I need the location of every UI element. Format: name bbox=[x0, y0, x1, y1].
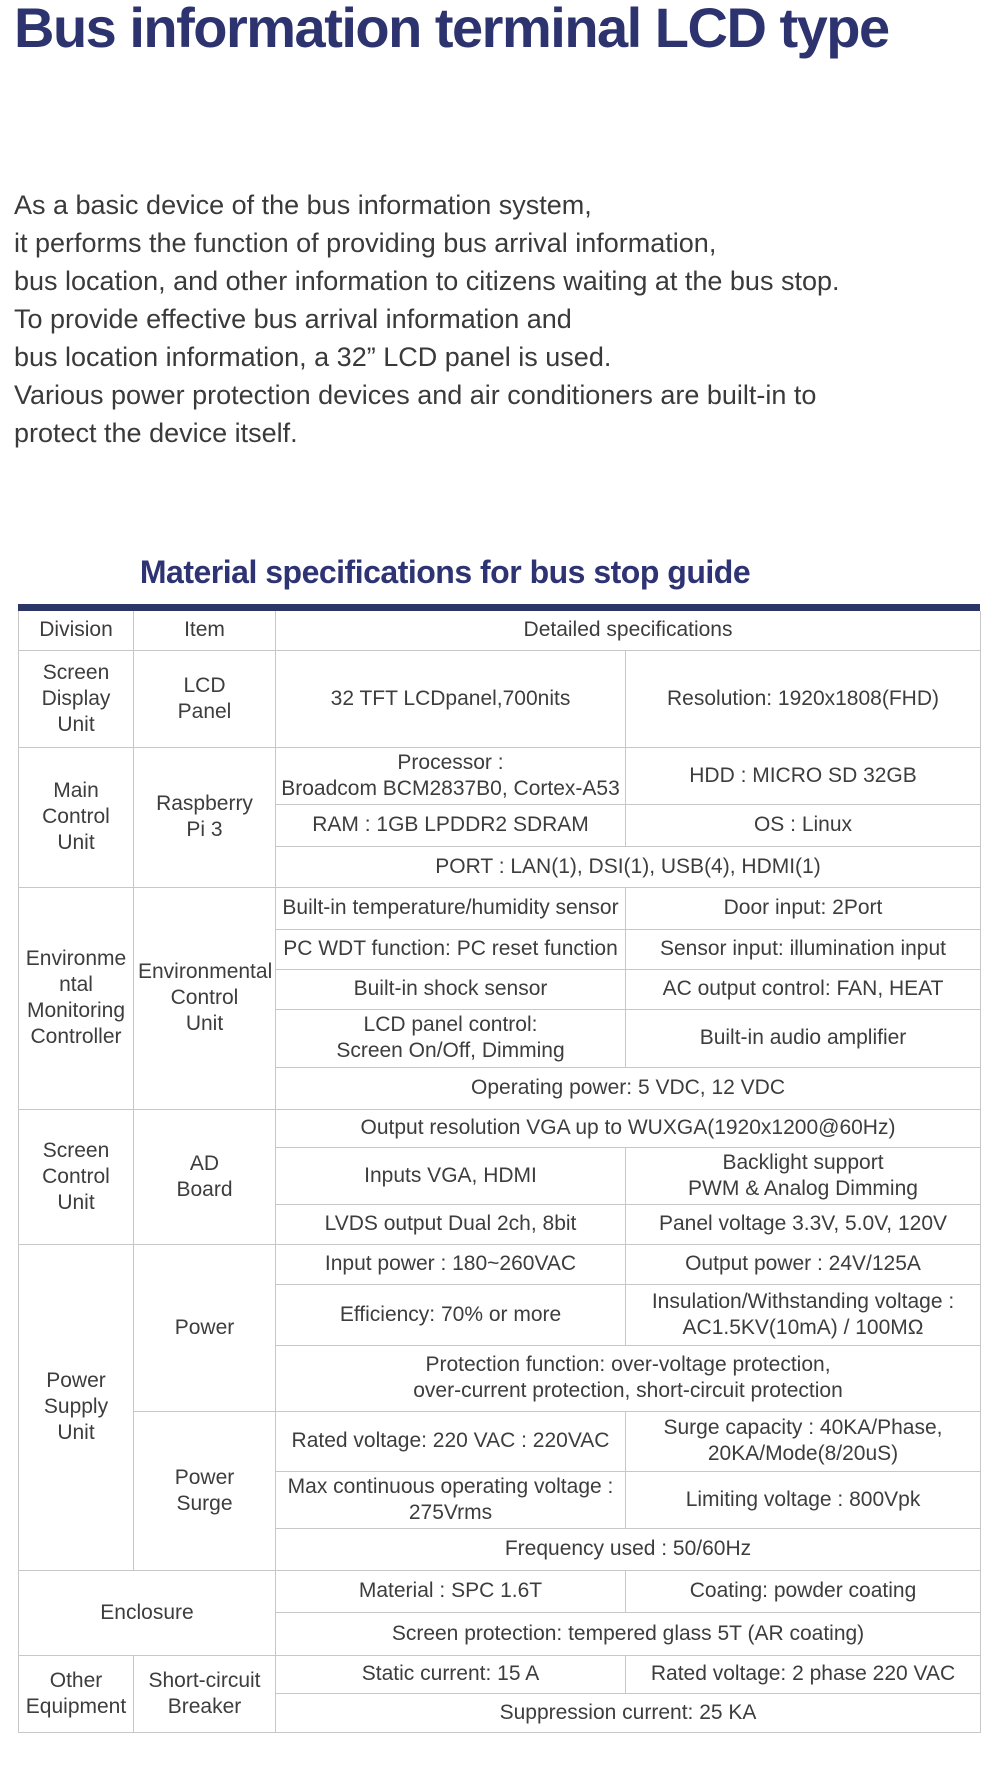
cell-division: Screen Display Unit bbox=[18, 649, 134, 748]
cell-spec-full: Operating power: 5 VDC, 12 VDC bbox=[274, 1066, 982, 1110]
cell-spec-left: Built-in temperature/humidity sensor bbox=[275, 886, 626, 930]
cell-spec-left: Static current: 15 A bbox=[275, 1654, 626, 1694]
cell-division: Power Supply Unit bbox=[18, 1243, 134, 1571]
cell-spec-left: LVDS output Dual 2ch, 8bit bbox=[275, 1203, 626, 1245]
cell-spec-left: Inputs VGA, HDMI bbox=[275, 1146, 626, 1205]
cell-item: AD Board bbox=[133, 1108, 276, 1245]
cell-item: Raspberry Pi 3 bbox=[133, 746, 276, 888]
cell-spec-left: RAM : 1GB LPDDR2 SDRAM bbox=[275, 803, 626, 847]
cell-item: Environmental Control Unit bbox=[133, 886, 276, 1110]
cell-item: Power Surge bbox=[133, 1410, 276, 1571]
cell-spec-left: Built-in shock sensor bbox=[275, 968, 626, 1010]
cell-division: Other Equipment bbox=[18, 1654, 134, 1733]
cell-spec-right: Resolution: 1920x1808(FHD) bbox=[624, 649, 982, 748]
section-heading-wrap: Material specifications for bus stop gui… bbox=[0, 551, 890, 593]
cell-spec-right: AC output control: FAN, HEAT bbox=[624, 968, 982, 1010]
cell-item: Short-circuit Breaker bbox=[133, 1654, 276, 1733]
header-item: Item bbox=[133, 611, 276, 651]
cell-spec-right: Coating: powder coating bbox=[624, 1569, 982, 1613]
section-heading: Material specifications for bus stop gui… bbox=[139, 554, 751, 590]
intro-line: protect the device itself. bbox=[14, 418, 298, 448]
cell-spec-left: 32 TFT LCDpanel,700nits bbox=[275, 649, 626, 748]
cell-spec-right: Backlight support PWM & Analog Dimming bbox=[624, 1146, 982, 1205]
intro-line: bus location information, a 32” LCD pane… bbox=[14, 342, 612, 372]
intro-line: To provide effective bus arrival informa… bbox=[14, 304, 572, 334]
intro-line: As a basic device of the bus information… bbox=[14, 190, 592, 220]
intro-paragraph: As a basic device of the bus information… bbox=[0, 186, 1000, 452]
cell-spec-right: Panel voltage 3.3V, 5.0V, 120V bbox=[624, 1203, 982, 1245]
cell-division-item-merged: Enclosure bbox=[18, 1569, 276, 1656]
cell-spec-left: Max continuous operating voltage : 275Vr… bbox=[275, 1470, 626, 1529]
cell-spec-left: Material : SPC 1.6T bbox=[275, 1569, 626, 1613]
cell-spec-right: Insulation/Withstanding voltage : AC1.5K… bbox=[624, 1283, 982, 1346]
cell-spec-right: Surge capacity : 40KA/Phase, 20KA/Mode(8… bbox=[624, 1410, 982, 1472]
cell-item: LCD Panel bbox=[133, 649, 276, 748]
header-specs: Detailed specifications bbox=[274, 611, 982, 651]
cell-spec-right: OS : Linux bbox=[624, 803, 982, 847]
cell-spec-left: Input power : 180~260VAC bbox=[275, 1243, 626, 1285]
cell-spec-full: Frequency used : 50/60Hz bbox=[274, 1527, 982, 1571]
cell-division: Environme ntal Monitoring Controller bbox=[18, 886, 134, 1110]
intro-line: Various power protection devices and air… bbox=[14, 380, 817, 410]
cell-spec-full: PORT : LAN(1), DSI(1), USB(4), HDMI(1) bbox=[274, 845, 982, 888]
cell-division: Screen Control Unit bbox=[18, 1108, 134, 1245]
cell-spec-right: Output power : 24V/125A bbox=[624, 1243, 982, 1285]
cell-spec-full: Suppression current: 25 KA bbox=[274, 1692, 982, 1733]
intro-line: bus location, and other information to c… bbox=[14, 266, 840, 296]
cell-spec-full: Protection function: over-voltage protec… bbox=[274, 1344, 982, 1412]
header-division: Division bbox=[18, 611, 134, 651]
intro-line: it performs the function of providing bu… bbox=[14, 228, 717, 258]
cell-spec-full: Output resolution VGA up to WUXGA(1920x1… bbox=[274, 1108, 982, 1148]
cell-spec-left: LCD panel control: Screen On/Off, Dimmin… bbox=[275, 1008, 626, 1068]
cell-spec-right: Rated voltage: 2 phase 220 VAC bbox=[624, 1654, 982, 1694]
cell-spec-full: Screen protection: tempered glass 5T (AR… bbox=[274, 1611, 982, 1656]
cell-spec-right: HDD : MICRO SD 32GB bbox=[624, 746, 982, 805]
table-top-bar bbox=[18, 604, 980, 611]
cell-division: Main Control Unit bbox=[18, 746, 134, 888]
page-title: Bus information terminal LCD type bbox=[14, 0, 890, 59]
cell-spec-right: Built-in audio amplifier bbox=[624, 1008, 982, 1068]
cell-spec-left: Efficiency: 70% or more bbox=[275, 1283, 626, 1346]
cell-spec-right: Sensor input: illumination input bbox=[624, 928, 982, 970]
cell-spec-right: Limiting voltage : 800Vpk bbox=[624, 1470, 982, 1529]
cell-spec-right: Door input: 2Port bbox=[624, 886, 982, 930]
cell-spec-left: Rated voltage: 220 VAC : 220VAC bbox=[275, 1410, 626, 1472]
spec-table: Division Item Detailed specifications Sc… bbox=[18, 611, 982, 1733]
cell-item: Power bbox=[133, 1243, 276, 1412]
cell-spec-left: PC WDT function: PC reset function bbox=[275, 928, 626, 970]
cell-spec-left: Processor : Broadcom BCM2837B0, Cortex-A… bbox=[275, 746, 626, 805]
